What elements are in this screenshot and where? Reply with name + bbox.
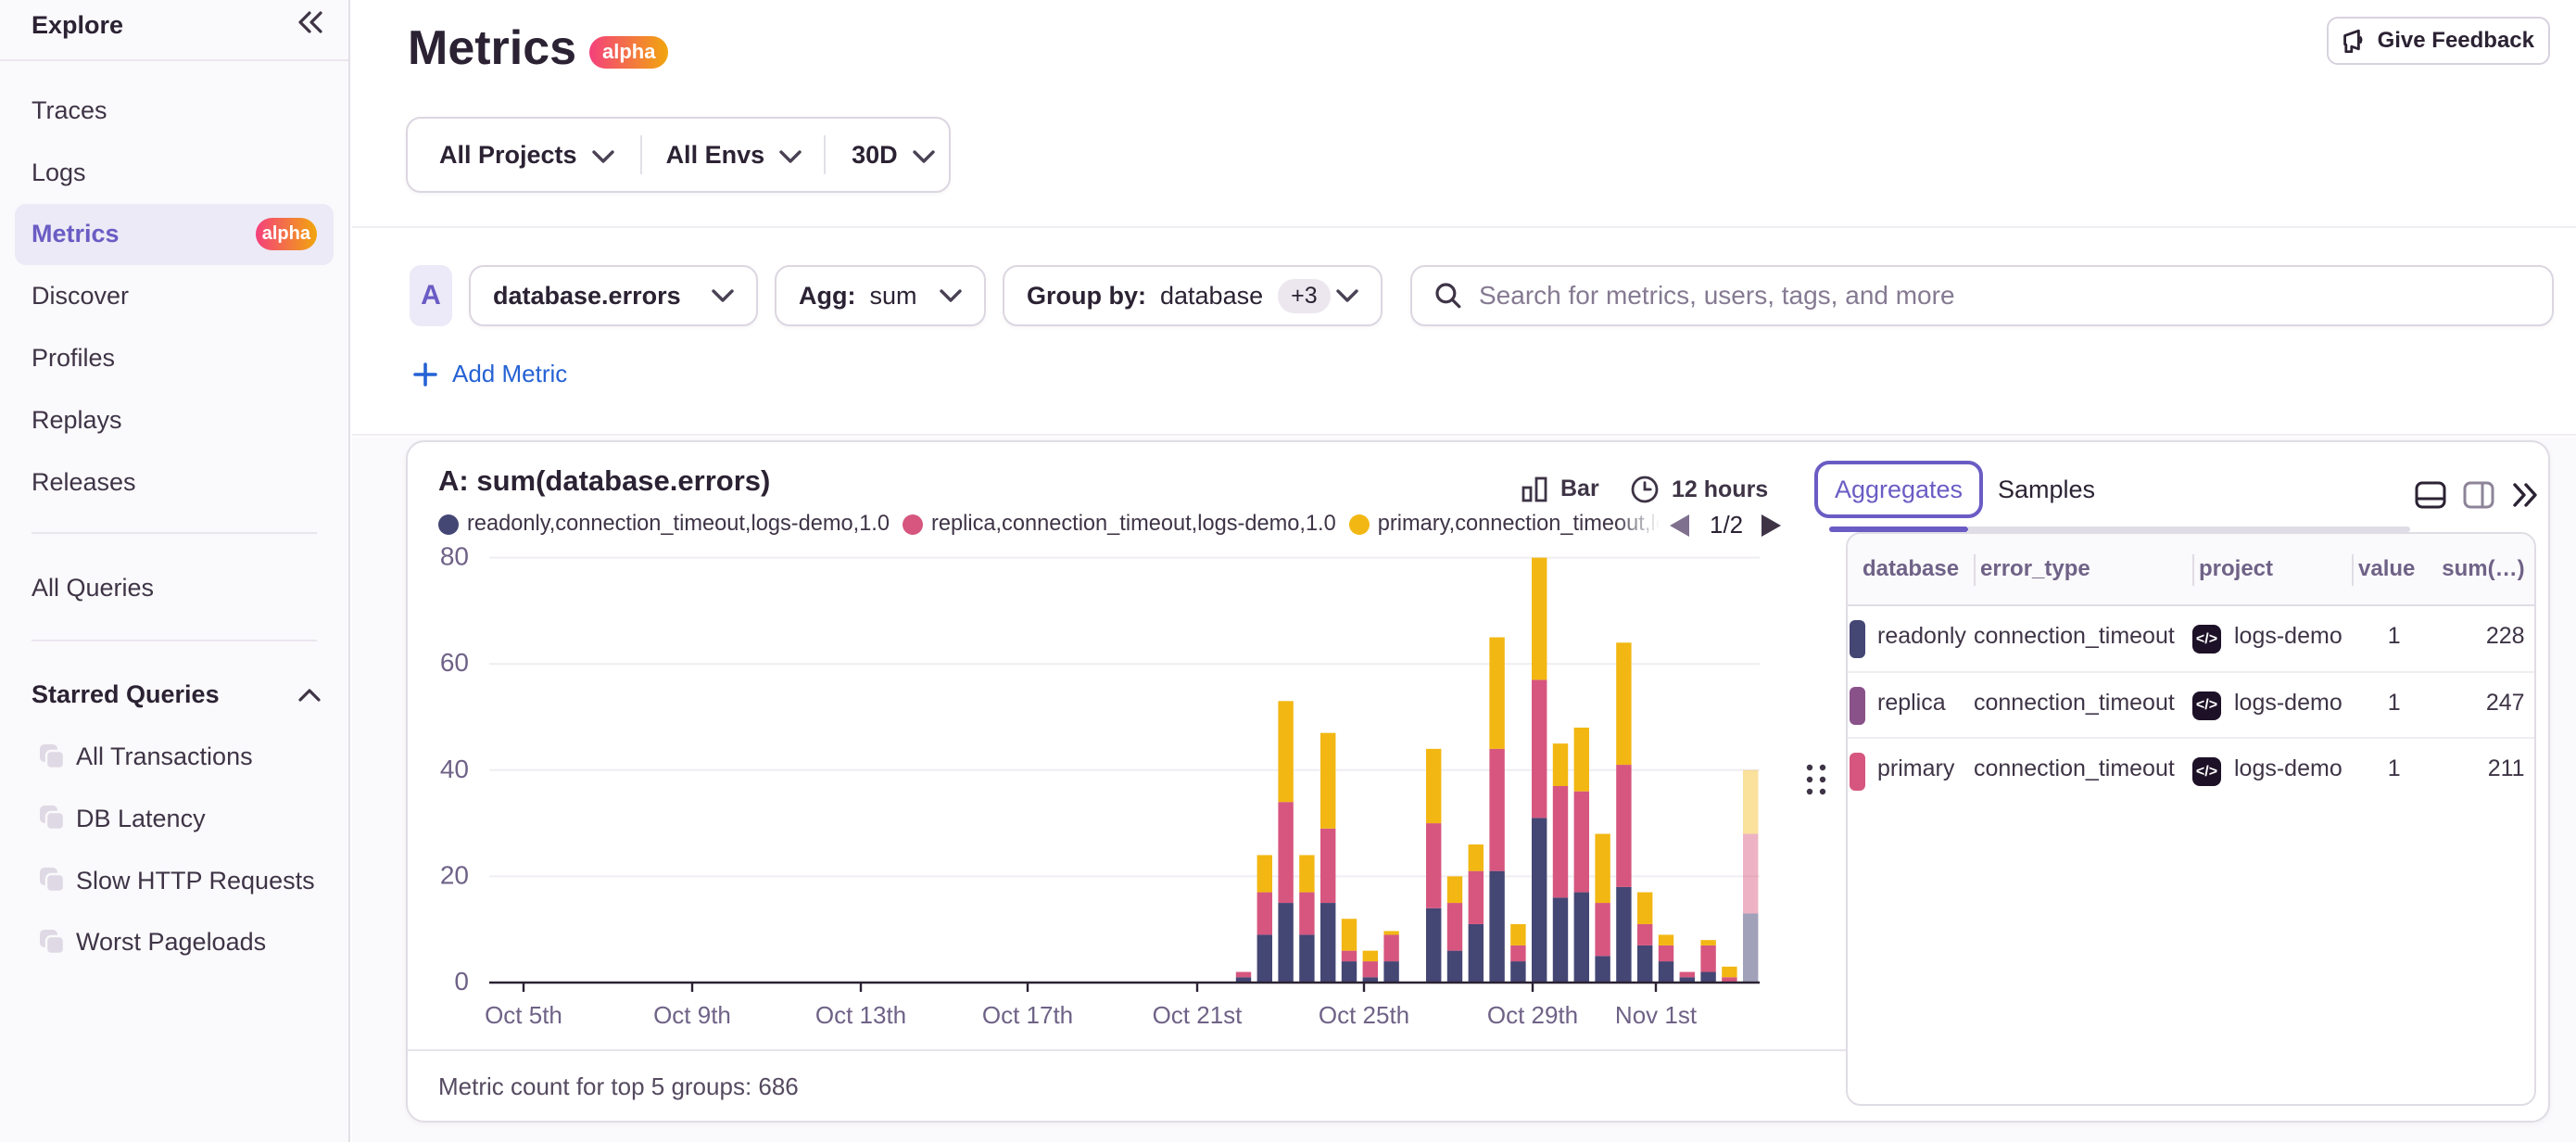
svg-text:Oct 21st: Oct 21st <box>1153 1001 1244 1029</box>
svg-text:40: 40 <box>440 755 469 783</box>
svg-text:0: 0 <box>454 967 469 996</box>
svg-text:80: 80 <box>440 542 469 571</box>
svg-text:Oct 25th: Oct 25th <box>1319 1001 1409 1029</box>
svg-text:Oct 17th: Oct 17th <box>982 1001 1073 1029</box>
svg-text:Nov 1st: Nov 1st <box>1615 1001 1698 1029</box>
svg-text:Oct 29th: Oct 29th <box>1487 1001 1578 1029</box>
svg-text:Oct 5th: Oct 5th <box>485 1001 562 1029</box>
svg-text:Oct 13th: Oct 13th <box>815 1001 906 1029</box>
svg-text:60: 60 <box>440 648 469 677</box>
svg-text:20: 20 <box>440 860 469 889</box>
svg-text:Oct 9th: Oct 9th <box>653 1001 731 1029</box>
